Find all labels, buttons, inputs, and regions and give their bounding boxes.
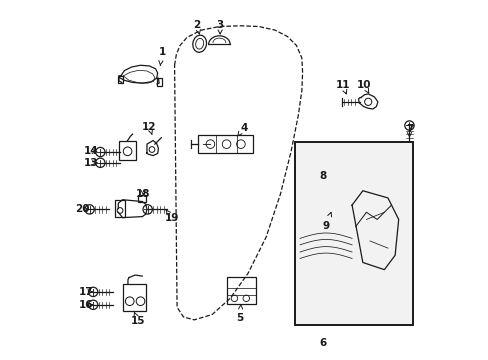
Text: 9: 9 bbox=[322, 212, 331, 231]
FancyBboxPatch shape bbox=[294, 142, 412, 325]
Text: 19: 19 bbox=[164, 210, 179, 222]
Text: 13: 13 bbox=[83, 158, 98, 168]
Text: 3: 3 bbox=[216, 20, 224, 34]
Text: 1: 1 bbox=[158, 46, 165, 65]
Bar bbox=[198, 135, 253, 153]
Bar bbox=[157, 78, 162, 86]
Text: 7: 7 bbox=[405, 124, 412, 137]
Bar bbox=[117, 76, 122, 83]
Text: 11: 11 bbox=[335, 80, 349, 94]
Bar bbox=[119, 140, 136, 160]
Text: 14: 14 bbox=[83, 146, 98, 156]
Text: 5: 5 bbox=[236, 305, 244, 323]
Bar bbox=[137, 195, 145, 202]
Text: 10: 10 bbox=[356, 80, 370, 93]
Bar bbox=[122, 284, 145, 311]
Text: 15: 15 bbox=[130, 312, 144, 325]
Text: 4: 4 bbox=[237, 123, 247, 136]
Text: 20: 20 bbox=[75, 204, 89, 215]
Text: 6: 6 bbox=[319, 338, 326, 348]
Text: 18: 18 bbox=[136, 189, 150, 199]
Text: 2: 2 bbox=[193, 20, 201, 34]
Text: 8: 8 bbox=[318, 171, 325, 181]
Bar bbox=[115, 200, 125, 217]
Text: 17: 17 bbox=[79, 287, 93, 297]
Text: 16: 16 bbox=[79, 300, 93, 310]
Bar bbox=[226, 277, 255, 304]
Text: 12: 12 bbox=[142, 122, 156, 135]
